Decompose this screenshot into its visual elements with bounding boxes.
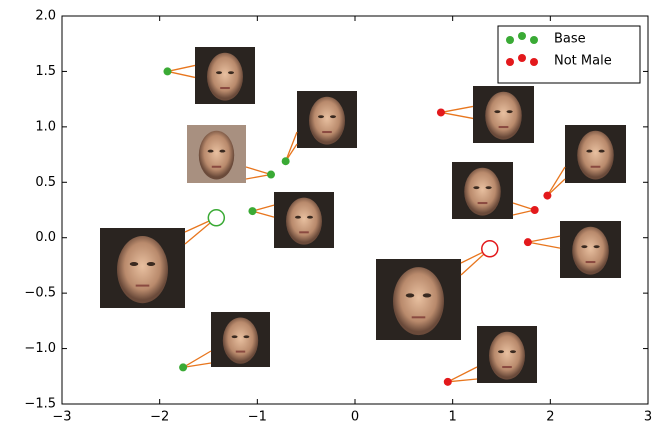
face [577, 131, 614, 180]
eye [295, 216, 301, 219]
data-point [282, 157, 290, 165]
x-tick-label: 2 [546, 410, 554, 425]
x-tick-label: −2 [150, 410, 169, 425]
face-image [195, 47, 255, 104]
eye [219, 150, 225, 153]
face-image [100, 228, 185, 308]
eye [586, 150, 592, 153]
y-tick-label: 1.0 [35, 119, 56, 134]
y-tick-label: −1.5 [24, 397, 56, 412]
data-point [531, 206, 539, 214]
y-tick-label: −1.0 [24, 341, 56, 356]
x-tick-label: 1 [449, 410, 457, 425]
eye [510, 350, 516, 353]
eye [423, 293, 432, 297]
eye [228, 71, 234, 74]
data-point [248, 207, 256, 215]
legend-marker [530, 58, 538, 66]
eye [594, 245, 600, 248]
eye [130, 262, 139, 266]
y-tick-label: 1.5 [35, 64, 56, 79]
face [464, 168, 501, 216]
y-tick-label: 2.0 [35, 9, 56, 24]
data-point [267, 171, 275, 179]
eye [486, 186, 492, 189]
x-tick-label: −1 [248, 410, 267, 425]
eye [581, 245, 587, 248]
legend-marker [506, 58, 514, 66]
legend-marker [506, 36, 514, 44]
face [207, 53, 243, 101]
eye [494, 110, 500, 113]
y-tick-label: 0.5 [35, 175, 56, 190]
x-tick-label: −3 [52, 410, 71, 425]
face-image [565, 125, 626, 183]
chart: −3 −2 −1 0 1 2 3 −1.5 −1.0 −0.5 0.0 0.5 1.0 1.5 2.0 Bas… [0, 0, 656, 425]
data-point [524, 238, 532, 246]
y-tick-label: 0.0 [35, 230, 56, 245]
face [117, 236, 168, 303]
eye [318, 115, 324, 118]
face-image [376, 259, 461, 340]
face [489, 332, 525, 380]
eye [243, 335, 249, 338]
data-point [543, 192, 551, 200]
legend-label: Base [554, 32, 586, 47]
face [199, 131, 234, 180]
y-tick-label: −0.5 [24, 286, 56, 301]
eye [498, 350, 504, 353]
eye [208, 150, 214, 153]
data-point [179, 363, 187, 371]
face [309, 97, 345, 145]
legend-marker [518, 54, 526, 62]
x-tick-label: 3 [644, 410, 652, 425]
centroid-point [482, 241, 498, 257]
centroid-point [208, 210, 224, 226]
data-point [444, 378, 452, 386]
eye [216, 71, 222, 74]
face-image [187, 125, 246, 183]
eye [330, 115, 336, 118]
data-point [437, 108, 445, 116]
face-image [473, 86, 534, 143]
face [485, 92, 522, 140]
legend-marker [530, 36, 538, 44]
face-image [211, 312, 270, 367]
eye [599, 150, 605, 153]
data-point [163, 67, 171, 75]
face-image [274, 192, 334, 248]
eye [232, 335, 238, 338]
eye [147, 262, 156, 266]
legend-marker [518, 32, 526, 40]
eye [406, 293, 415, 297]
eye [507, 110, 513, 113]
page: {"chart_data": {"type": "scatter", "xlim… [0, 0, 656, 425]
x-tick-label: 0 [351, 410, 359, 425]
eye [473, 186, 479, 189]
face-image [560, 221, 621, 278]
face [393, 267, 444, 335]
eye [307, 216, 313, 219]
face [286, 198, 322, 245]
face-image [297, 91, 357, 148]
face-image [477, 326, 537, 383]
face [572, 227, 609, 275]
face-image [452, 162, 513, 219]
face [223, 318, 258, 364]
legend-label: Not Male [554, 54, 612, 69]
